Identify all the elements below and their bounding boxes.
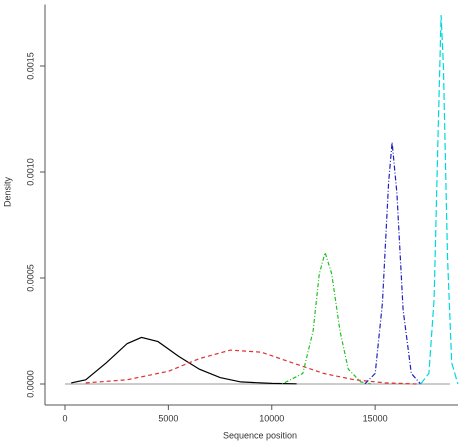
- density-line: [364, 142, 422, 385]
- y-tick-label: 0.0000: [25, 370, 35, 398]
- y-axis-label: Density: [2, 176, 12, 207]
- x-tick-label: 0: [62, 413, 67, 423]
- x-axis-label: Sequence position: [223, 430, 297, 440]
- y-tick-label: 0.0010: [25, 158, 35, 186]
- y-tick-label: 0.0005: [25, 264, 35, 292]
- x-tick-label: 10000: [259, 413, 284, 423]
- x-tick-label: 5000: [158, 413, 178, 423]
- density-line: [420, 15, 459, 385]
- x-tick-label: 15000: [363, 413, 388, 423]
- density-line: [85, 349, 417, 385]
- y-tick-label: 0.0015: [25, 52, 35, 80]
- density-line: [71, 336, 297, 385]
- density-line: [281, 250, 372, 385]
